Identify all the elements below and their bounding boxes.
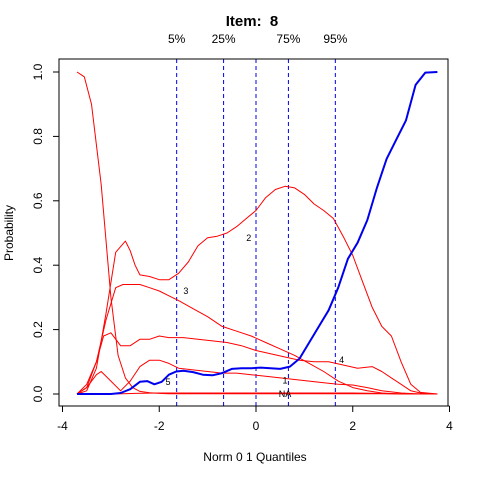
x-tick-label-0: -4 — [57, 419, 68, 433]
y-tick-label-3: 0.6 — [31, 192, 45, 209]
x-axis-label: Norm 0 1 Quantiles — [203, 450, 306, 464]
quantile-label-0: 5% — [168, 32, 186, 46]
series-line-option-2 — [76, 185, 438, 395]
series-label-1: 1 — [283, 375, 288, 385]
series-label-5: 5 — [165, 377, 170, 387]
series-line-option-NA — [77, 392, 438, 395]
y-axis-label: Probability — [2, 205, 16, 261]
quantile-lines: 5% 25% 75% 95% — [168, 32, 348, 406]
quantile-label-4: 95% — [323, 32, 347, 46]
series-label-3: 3 — [183, 286, 188, 296]
series-line-option-1 — [76, 71, 438, 395]
x-tick-label-2: 0 — [253, 419, 260, 433]
series-line-key — [77, 71, 438, 395]
series-label-NA: NA — [279, 389, 292, 399]
series-label-4: 4 — [339, 355, 344, 365]
series-group — [76, 71, 438, 395]
x-tick-label-4: 4 — [446, 419, 453, 433]
x-tick-label-1: -2 — [154, 419, 165, 433]
quantile-label-3: 75% — [276, 32, 300, 46]
quantile-label-1: 25% — [212, 32, 236, 46]
y-tick-label-5: 1.0 — [31, 63, 45, 80]
y-tick-label-1: 0.2 — [31, 321, 45, 338]
x-tick-label-3: 2 — [349, 419, 356, 433]
series-line-option-3 — [76, 284, 438, 395]
chart-title: Item: 8 — [226, 13, 279, 30]
plot-frame — [58, 58, 449, 407]
y-tick-label-4: 0.8 — [31, 128, 45, 145]
y-tick-label-0: 0.0 — [31, 385, 45, 402]
series-label-2: 2 — [246, 233, 251, 243]
y-tick-label-2: 0.4 — [31, 257, 45, 274]
series-labels: 1 2 3 4 5 NA — [165, 233, 344, 399]
series-line-option-4 — [76, 332, 438, 395]
